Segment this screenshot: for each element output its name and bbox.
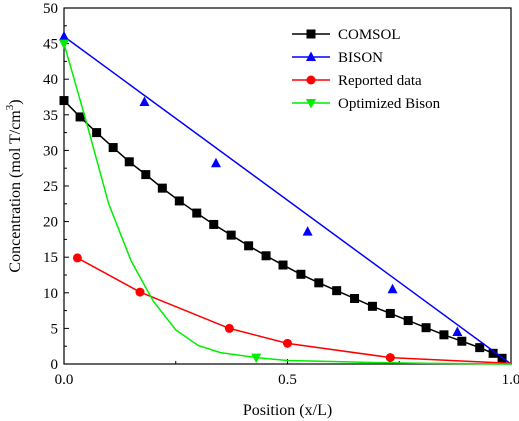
data-point: [72, 253, 82, 263]
data-point: [59, 96, 69, 106]
data-point: [452, 326, 463, 336]
x-axis-title: Position (x/L): [243, 402, 332, 419]
data-point: [141, 170, 151, 180]
data-point: [59, 39, 69, 50]
data-point: [124, 157, 134, 167]
y-axis-title-close: ): [7, 99, 24, 104]
legend-label: COMSOL: [338, 27, 401, 43]
legend-item-reported-data: Reported data: [292, 73, 422, 89]
y-tick-label: 40: [43, 72, 58, 88]
data-point: [488, 348, 498, 358]
chart-legend: COMSOL BISON Reported data Optimized Bison: [292, 27, 441, 112]
data-point: [75, 112, 85, 122]
series-line: [63, 43, 512, 365]
data-point: [457, 336, 467, 346]
series-layer: [59, 30, 512, 365]
data-point: [209, 219, 219, 229]
y-tick-label: 30: [43, 143, 58, 159]
data-point: [108, 143, 118, 153]
data-point: [59, 30, 69, 41]
plot-area-frame: [63, 7, 512, 365]
y-tick-label: 25: [43, 179, 58, 195]
data-point: [302, 226, 313, 236]
y-tick-label: 5: [51, 321, 59, 337]
series-reported-data: [72, 253, 512, 365]
y-axis-title: Concentration (mol T/cm3): [4, 99, 24, 272]
y-tick-label: 50: [43, 1, 58, 17]
y-tick-label: 15: [43, 250, 58, 266]
series-comsol: [59, 96, 507, 363]
data-point: [421, 323, 431, 333]
data-point: [224, 323, 234, 333]
data-point: [403, 316, 413, 326]
data-point: [439, 330, 449, 340]
legend-label: BISON: [338, 50, 383, 66]
data-point: [174, 196, 184, 206]
legend-marker: [306, 99, 316, 109]
y-tick-label: 10: [43, 286, 58, 302]
data-point: [350, 293, 360, 303]
data-point: [244, 241, 254, 251]
x-tick-label: 0.0: [55, 372, 74, 388]
legend-label: Optimized Bison: [338, 96, 441, 112]
y-tick-label: 45: [43, 37, 58, 53]
data-point: [92, 128, 102, 138]
data-point: [475, 343, 485, 353]
x-tick-label: 0.5: [278, 372, 297, 388]
data-point: [192, 208, 202, 218]
y-axis-title-superscript: 3: [4, 104, 16, 110]
series-optimized-bison: [59, 39, 512, 365]
data-point: [210, 157, 221, 168]
legend-label: Reported data: [338, 73, 422, 89]
legend-item-comsol: COMSOL: [292, 27, 401, 43]
legend-marker: [306, 75, 316, 85]
series-line: [77, 257, 512, 365]
data-point: [283, 338, 292, 348]
y-tick-label: 0: [51, 357, 59, 373]
data-point: [387, 283, 398, 294]
data-point: [332, 286, 342, 296]
data-point: [226, 230, 236, 240]
series-line: [63, 100, 503, 359]
legend-marker: [306, 29, 316, 39]
data-point: [296, 269, 306, 279]
legend-item-bison: BISON: [292, 50, 383, 66]
series-line: [63, 35, 512, 365]
data-point: [367, 301, 377, 311]
data-point: [261, 251, 271, 261]
y-tick-label: 20: [43, 215, 58, 231]
x-tick-label: 1.0: [502, 372, 519, 388]
data-point: [385, 308, 395, 318]
data-point: [385, 353, 395, 363]
data-point: [139, 96, 150, 106]
data-point: [278, 260, 288, 270]
y-tick-label: 35: [43, 108, 58, 124]
data-point: [135, 287, 145, 297]
data-point: [157, 183, 167, 193]
data-point: [314, 278, 324, 288]
legend-marker: [306, 51, 316, 61]
data-point: [251, 353, 262, 364]
y-axis-ticks: 0 5 10 15 20 25 30 35 40 45 50: [43, 1, 69, 373]
series-bison: [59, 30, 512, 365]
plot-frame: [63, 7, 512, 365]
legend-item-optimized-bison: Optimized Bison: [292, 96, 441, 112]
y-axis-title-main: Concentration (mol T/cm: [7, 110, 24, 273]
